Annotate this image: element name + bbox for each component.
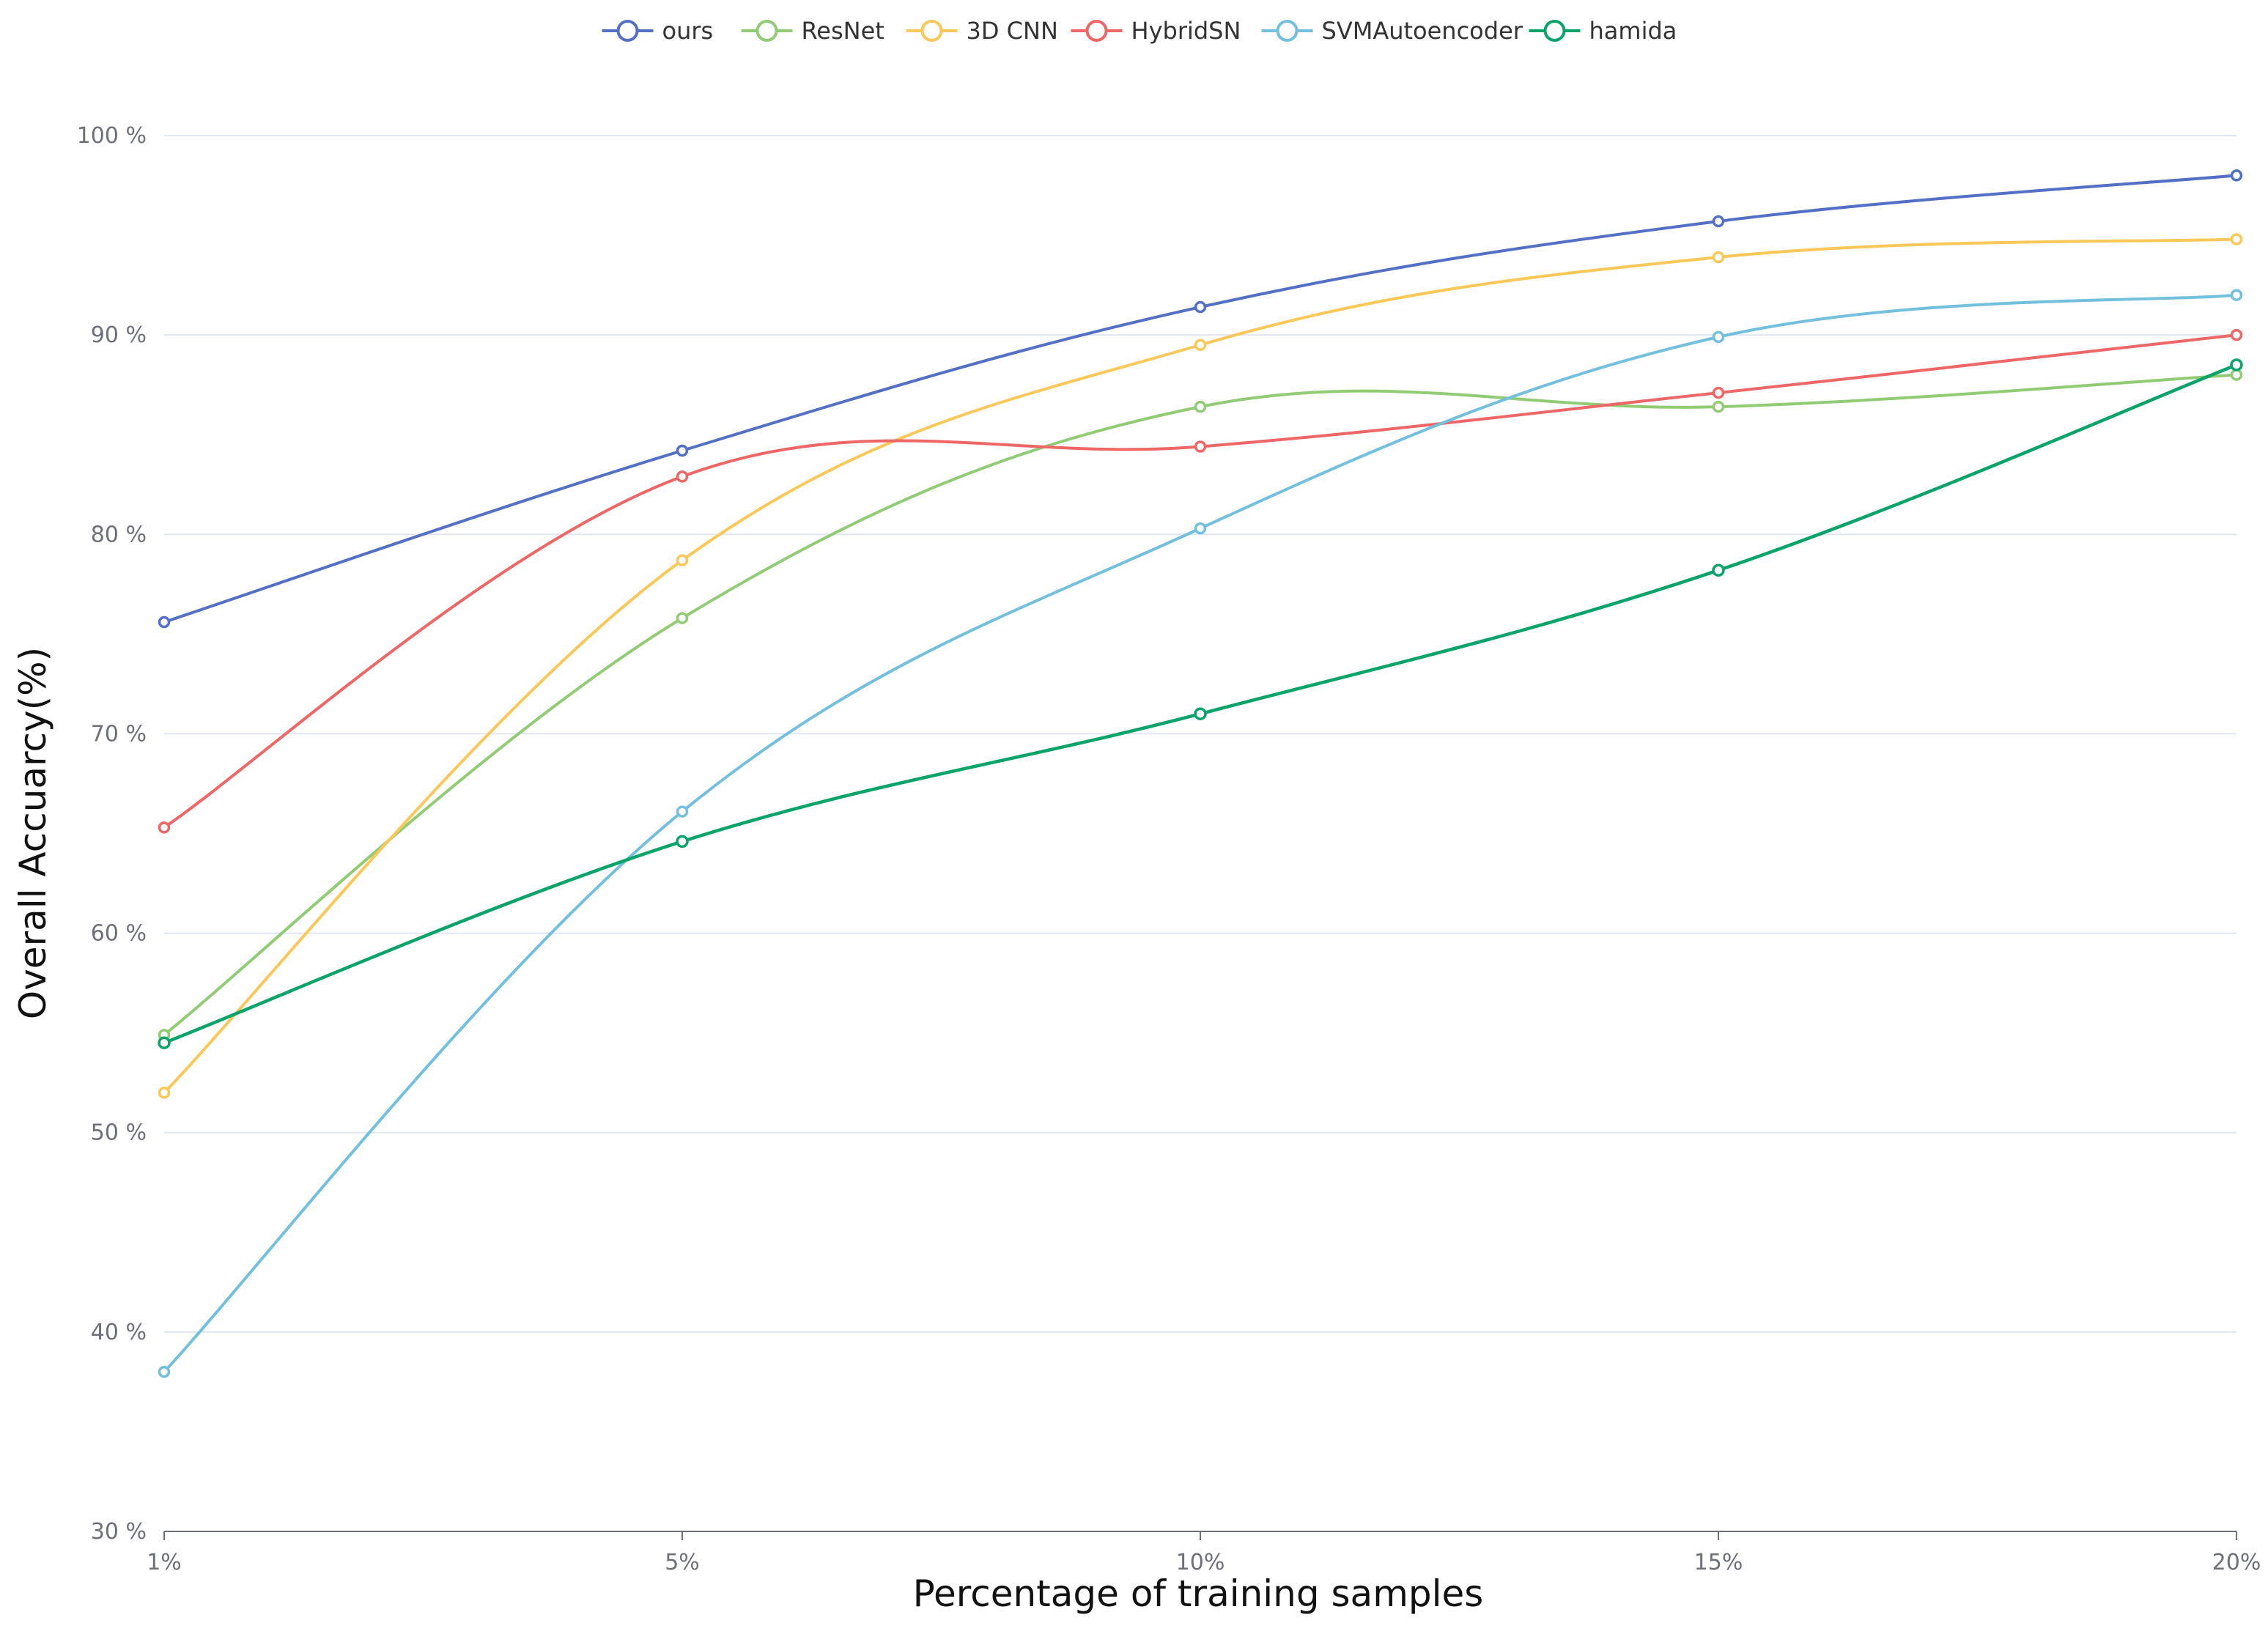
data-point-3d-cnn-2[interactable] [1194,339,1207,351]
data-point-hybridsn-2[interactable] [1194,440,1207,453]
data-point-hamida-1[interactable] [676,835,689,849]
legend[interactable]: ours ResNet 3D CNN HybridSN SVMAutoencoder ha… [602,17,1677,45]
data-point-svmautoencoder-1[interactable] [676,805,689,818]
data-point-resnet-4[interactable] [2230,369,2243,381]
series-lines [163,174,2237,1373]
legend-label: HybridSN [1131,17,1241,45]
x-tick-label: 10% [1176,1550,1225,1575]
data-point-ours-0[interactable] [158,615,171,629]
legend-swatch-marker [1543,20,1566,42]
data-point-3d-cnn-4[interactable] [2230,233,2243,245]
legend-item-svmautoencoder[interactable]: SVMAutoencoder [1261,17,1523,45]
series-line-hybridsn[interactable] [163,333,2237,829]
data-point-svmautoencoder-2[interactable] [1194,522,1207,535]
y-tick-label: 60 % [91,921,147,947]
y-tick-label: 90 % [91,322,147,348]
legend-swatch-marker [756,20,778,42]
y-tick-label: 40 % [91,1320,147,1345]
legend-swatch-marker [1085,20,1108,42]
data-point-3d-cnn-1[interactable] [676,554,689,566]
gridlines [164,135,2236,1333]
data-point-ours-2[interactable] [1194,300,1207,314]
series-line-hamida[interactable] [163,363,2237,1045]
data-point-hamida-3[interactable] [1712,563,1725,577]
x-axis [163,1531,2237,1540]
tick-labels: 30 % 40 % 50 % 60 % 70 % 80 % 90 % 100 % 1% 5% 10%… [77,123,2261,1575]
y-tick-label: 30 % [91,1519,147,1545]
legend-label: SVMAutoencoder [1322,17,1523,45]
legend-swatch-marker [920,20,943,42]
data-point-resnet-2[interactable] [1194,400,1207,413]
series-line-3d-cnn[interactable] [163,237,2237,1094]
data-point-3d-cnn-3[interactable] [1712,251,1725,264]
x-tick-label: 5% [665,1550,700,1575]
legend-item-resnet[interactable]: ResNet [741,17,884,45]
x-tick-label: 1% [147,1550,182,1575]
x-tick-label: 15% [1694,1550,1743,1575]
legend-item-hamida[interactable]: hamida [1529,17,1677,45]
data-point-hybridsn-3[interactable] [1712,386,1725,399]
data-point-hamida-0[interactable] [158,1036,171,1049]
data-point-hamida-2[interactable] [1194,707,1207,720]
legend-swatch-marker [1276,20,1299,42]
y-tick-label: 70 % [91,721,147,747]
data-point-hybridsn-4[interactable] [2230,328,2243,341]
data-point-3d-cnn-0[interactable] [158,1087,171,1099]
data-point-svmautoencoder-0[interactable] [158,1366,171,1378]
legend-item-hybridsn[interactable]: HybridSN [1071,17,1241,45]
legend-label: ours [662,17,714,45]
data-point-ours-1[interactable] [676,444,689,457]
y-axis-title: Overall Accuarcy(%) [12,647,54,1019]
y-tick-label: 100 % [77,123,147,149]
data-point-hybridsn-1[interactable] [676,470,689,483]
legend-swatch-marker [616,20,639,42]
y-tick-label: 80 % [91,522,147,547]
data-point-svmautoencoder-3[interactable] [1712,330,1725,344]
data-point-resnet-1[interactable] [676,612,689,624]
legend-label: hamida [1589,17,1677,45]
y-tick-label: 50 % [91,1120,147,1146]
data-point-resnet-3[interactable] [1712,400,1725,413]
legend-label: ResNet [802,17,884,45]
series-line-resnet[interactable] [163,373,2237,1036]
data-point-ours-4[interactable] [2230,169,2243,182]
series-points [158,169,2243,1378]
data-point-hybridsn-0[interactable] [158,821,171,834]
data-point-svmautoencoder-4[interactable] [2230,289,2243,301]
legend-label: 3D CNN [967,17,1058,45]
data-point-ours-3[interactable] [1712,215,1725,228]
legend-item-ours[interactable]: ours [602,17,714,45]
x-tick-label: 20% [2212,1550,2261,1575]
data-point-hamida-4[interactable] [2230,358,2243,371]
series-line-svmautoencoder[interactable] [163,293,2237,1373]
x-axis-title: Percentage of training samples [913,1572,1484,1615]
series-line-ours[interactable] [163,174,2237,624]
legend-item-3d-cnn[interactable]: 3D CNN [906,17,1058,45]
